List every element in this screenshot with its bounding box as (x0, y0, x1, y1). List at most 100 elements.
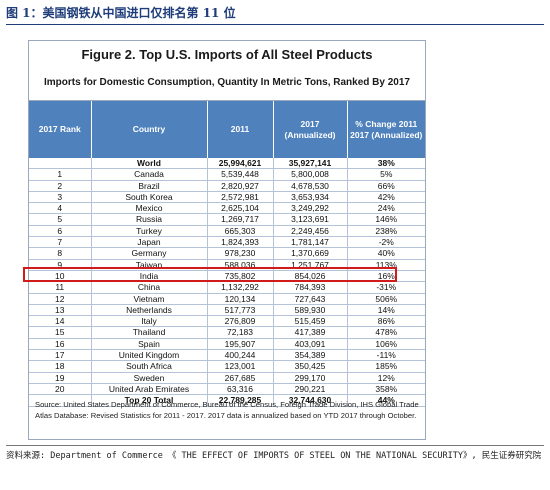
cell-change: -11% (346, 349, 425, 362)
cell-rank: 6 (29, 225, 91, 238)
cell-change: 146% (346, 213, 425, 226)
cell-country: Mexico (90, 202, 207, 215)
cell-country: South Korea (90, 191, 207, 204)
cell-rank: 16 (29, 338, 91, 351)
cell-2011: 120,134 (206, 293, 273, 305)
cell-rank (29, 394, 91, 407)
cell-change: 106% (346, 338, 425, 351)
cell-2017: 290,221 (272, 383, 347, 396)
cell-country: Germany (90, 247, 207, 260)
cell-country: Vietnam (90, 293, 207, 305)
cell-2011: 1,132,292 (206, 281, 273, 294)
cell-change: 185% (346, 360, 425, 373)
china-highlight-box (23, 267, 397, 282)
cell-2017: 3,249,292 (272, 202, 347, 215)
table-row: 14 Italy 276,809 515,459 86% (29, 315, 425, 328)
cell-2011: 665,303 (206, 225, 273, 238)
table-row: World 25,994,621 35,927,141 38% (29, 158, 425, 170)
source-footer: 资料来源: Department of Commerce 《 THE EFFEC… (6, 451, 542, 461)
cell-rank: 17 (29, 349, 91, 362)
cell-2011: 2,625,104 (206, 202, 273, 215)
cell-2011: 267,685 (206, 372, 273, 384)
cell-change: 38% (346, 158, 425, 170)
cell-country: Taiwan (90, 259, 207, 271)
header-2011: 2011 (206, 101, 273, 158)
cell-2011: 1,824,393 (206, 236, 273, 249)
cell-rank (29, 158, 91, 170)
cell-2017: 32,744,630 (272, 394, 347, 407)
cell-2017: 5,800,008 (272, 168, 347, 181)
imports-table: 2017 Rank Country 2011 2017 (Annualized)… (29, 101, 425, 407)
chart-panel: Figure 2. Top U.S. Imports of All Steel … (28, 40, 426, 440)
cell-rank: 2 (29, 180, 91, 192)
table-row: 17 United Kingdom 400,244 354,389 -11% (29, 349, 425, 362)
cell-country: Turkey (90, 225, 207, 238)
cell-change: 14% (346, 304, 425, 317)
table-row: 9 Taiwan 588,036 1,251,767 113% (29, 259, 425, 271)
cell-rank: 13 (29, 304, 91, 317)
subtitle-divider (29, 100, 425, 101)
cell-change: 478% (346, 326, 425, 339)
table-row: 5 Russia 1,269,717 3,123,691 146% (29, 213, 425, 226)
cell-2011: 276,809 (206, 315, 273, 328)
cell-country: Thailand (90, 326, 207, 339)
table-row: 4 Mexico 2,625,104 3,249,292 24% (29, 202, 425, 215)
top-divider (6, 24, 544, 25)
cell-country: Top 20 Total (90, 394, 207, 407)
cell-rank: 18 (29, 360, 91, 373)
cell-change: 44% (346, 394, 425, 407)
cell-change: -2% (346, 236, 425, 249)
table-row: 8 Germany 978,230 1,370,669 40% (29, 247, 425, 260)
cell-country: Canada (90, 168, 207, 181)
cell-2011: 400,244 (206, 349, 273, 362)
cell-country: Italy (90, 315, 207, 328)
cell-country: Japan (90, 236, 207, 249)
cell-2011: 25,994,621 (206, 158, 273, 170)
chart-title: Figure 2. Top U.S. Imports of All Steel … (81, 47, 373, 62)
table-row: 13 Netherlands 517,773 589,930 14% (29, 304, 425, 317)
cell-2017: 403,091 (272, 338, 347, 351)
cell-2011: 1,269,717 (206, 213, 273, 226)
header-2017: 2017 (Annualized) (272, 101, 347, 158)
cell-2017: 3,123,691 (272, 213, 347, 226)
table-row: 19 Sweden 267,685 299,170 12% (29, 372, 425, 384)
table-row: Top 20 Total 22,789,285 32,744,630 44% (29, 394, 425, 407)
source-note: Source: United States Department of Comm… (35, 400, 419, 420)
table-header-row: 2017 Rank Country 2011 2017 (Annualized)… (29, 101, 425, 158)
cell-2017: 35,927,141 (272, 158, 347, 170)
cell-2011: 978,230 (206, 247, 273, 260)
header-rank: 2017 Rank (29, 101, 91, 158)
header-country: Country (90, 101, 207, 158)
cell-2017: 299,170 (272, 372, 347, 384)
cell-country: China (90, 281, 207, 294)
table-row: 12 Vietnam 120,134 727,643 506% (29, 293, 425, 305)
cell-rank: 7 (29, 236, 91, 249)
cell-change: -31% (346, 281, 425, 294)
cell-2011: 2,572,981 (206, 191, 273, 204)
cell-rank: 11 (29, 281, 91, 294)
cell-country: South Africa (90, 360, 207, 373)
cell-rank: 9 (29, 259, 91, 271)
cell-2017: 4,678,530 (272, 180, 347, 192)
cell-country: Spain (90, 338, 207, 351)
cell-country: United Kingdom (90, 349, 207, 362)
cell-2017: 2,249,456 (272, 225, 347, 238)
cell-country: United Arab Emirates (90, 383, 207, 396)
chart-subtitle: Imports for Domestic Consumption, Quanti… (44, 77, 410, 88)
cell-change: 5% (346, 168, 425, 181)
header-change: % Change 2011 2017 (Annualized) (346, 101, 425, 158)
cell-rank: 14 (29, 315, 91, 328)
cell-rank: 12 (29, 293, 91, 305)
cell-2017: 784,393 (272, 281, 347, 294)
figure-label: 图 1：美国钢铁从中国进口仅排名第 11 位 (6, 6, 236, 20)
cell-2011: 22,789,285 (206, 394, 273, 407)
cell-2011: 195,907 (206, 338, 273, 351)
table-body: World 25,994,621 35,927,141 38% 1 Canada 5,539… (29, 158, 425, 407)
cell-2017: 350,425 (272, 360, 347, 373)
table-row: 6 Turkey 665,303 2,249,456 238% (29, 225, 425, 238)
cell-2017: 1,251,767 (272, 259, 347, 271)
table-row: 11 China 1,132,292 784,393 -31% (29, 281, 425, 294)
cell-2011: 63,316 (206, 383, 273, 396)
cell-rank: 19 (29, 372, 91, 384)
cell-2011: 517,773 (206, 304, 273, 317)
